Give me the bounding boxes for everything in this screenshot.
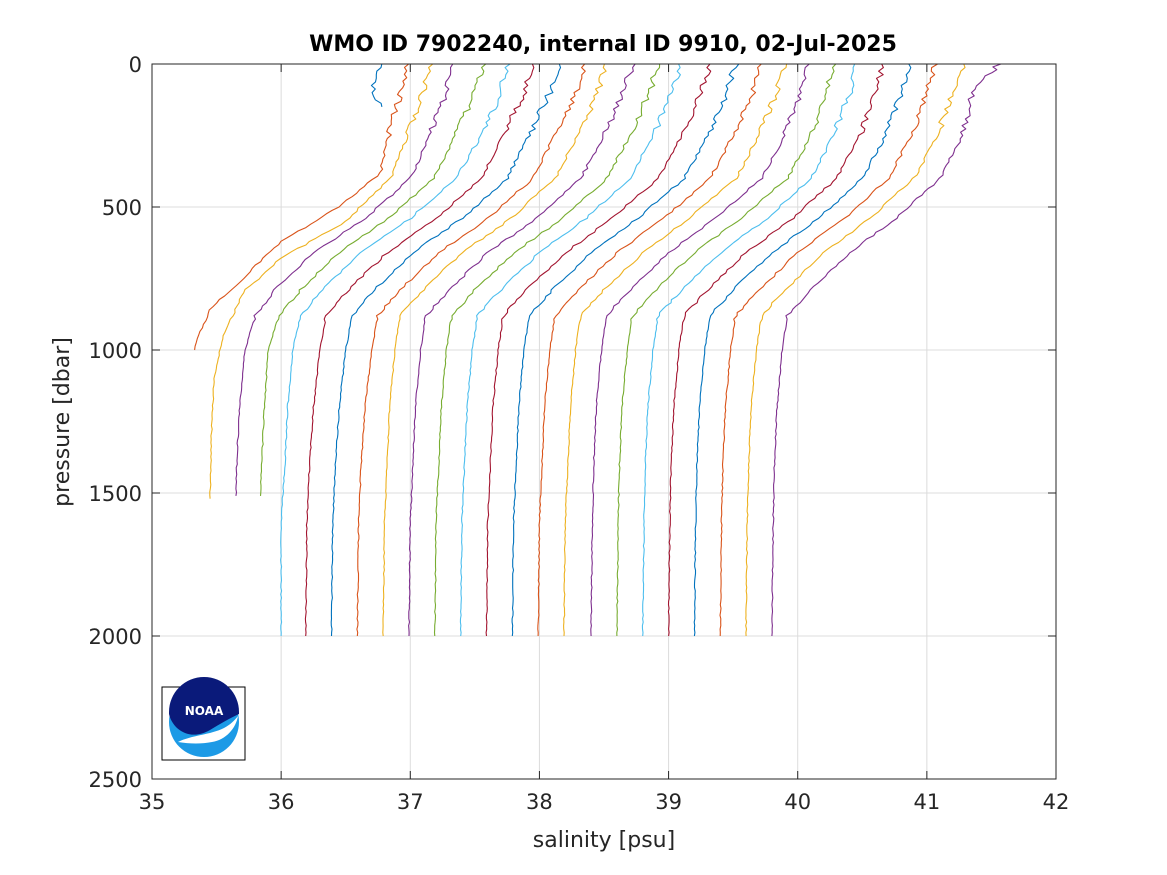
profile-line — [330, 63, 562, 637]
x-axis-label: salinity [psu] — [533, 828, 675, 853]
x-tick-label: 37 — [397, 790, 424, 814]
profile-line — [719, 63, 938, 637]
profile-line — [382, 63, 607, 637]
profile-line — [235, 63, 454, 496]
x-tick-labels: 35 36 37 38 39 40 41 42 — [139, 790, 1070, 814]
x-tick-label: 35 — [139, 790, 166, 814]
profile-line — [563, 63, 788, 637]
plot-area: 35 36 37 38 39 40 41 42 0 500 1000 1500 2000 2500 — [89, 53, 1070, 814]
grid-lines — [152, 64, 1056, 779]
profile-line — [771, 63, 1002, 637]
y-tick-label: 1500 — [89, 482, 142, 506]
profile-line — [537, 63, 762, 637]
x-tick-label: 42 — [1043, 790, 1070, 814]
profile-line — [433, 63, 661, 637]
profile-line — [590, 63, 810, 637]
axes-box — [151, 63, 1057, 780]
x-tick-label: 41 — [913, 790, 940, 814]
y-axis-label: pressure [dbar] — [50, 337, 75, 507]
profile-line — [745, 63, 966, 637]
profile-line — [280, 63, 511, 637]
profile-line — [485, 63, 712, 637]
tick-marks — [151, 63, 1057, 780]
x-tick-label: 38 — [526, 790, 553, 814]
axes-background — [152, 64, 1056, 779]
logo-bird-wing — [178, 716, 238, 744]
profile-line — [194, 63, 410, 351]
logo-bird-top — [169, 677, 239, 735]
profile-line — [408, 63, 636, 637]
profile-line — [209, 63, 434, 499]
x-tick-label: 39 — [655, 790, 682, 814]
profile-line — [259, 63, 487, 496]
y-tick-label: 2000 — [89, 625, 142, 649]
logo-text: NOAA — [185, 704, 224, 718]
profile-line — [511, 63, 740, 637]
profile-line — [304, 63, 535, 637]
profile-line — [356, 63, 586, 637]
y-tick-label: 0 — [129, 53, 142, 77]
y-tick-label: 2500 — [89, 768, 142, 792]
x-tick-label: 40 — [784, 790, 811, 814]
chart-title: WMO ID 7902240, internal ID 9910, 02-Jul… — [309, 32, 897, 57]
profile-line — [693, 63, 912, 637]
series-layer — [194, 63, 1002, 637]
profile-line — [370, 63, 383, 108]
profile-line — [641, 63, 856, 637]
profile-line — [667, 63, 884, 637]
x-tick-label: 36 — [268, 790, 295, 814]
noaa-logo-icon: NOAA — [161, 677, 246, 761]
y-tick-label: 1000 — [89, 339, 142, 363]
profile-line — [459, 63, 681, 637]
y-tick-labels: 0 500 1000 1500 2000 2500 — [89, 53, 142, 792]
profile-line — [616, 63, 837, 637]
y-tick-label: 500 — [102, 196, 142, 220]
